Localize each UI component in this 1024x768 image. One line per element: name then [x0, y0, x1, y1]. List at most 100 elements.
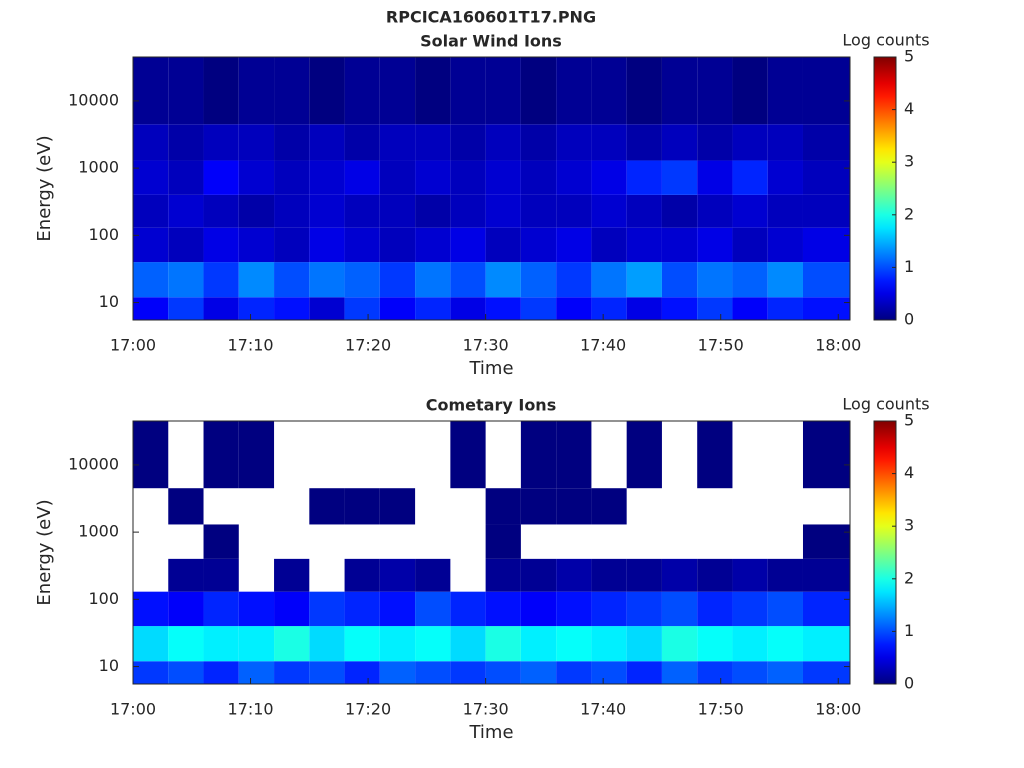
- cell: [168, 591, 204, 627]
- figure-title: RPCICA160601T17.PNG: [386, 8, 596, 27]
- x-tick-label: 17:40: [580, 336, 626, 355]
- cell: [379, 488, 416, 525]
- cell: [626, 194, 662, 228]
- cell: [309, 160, 345, 195]
- y-tick-label: 100: [88, 589, 119, 608]
- cell: [274, 558, 310, 592]
- cell: [309, 57, 345, 125]
- cell: [203, 591, 239, 627]
- x-tick-label: 17:00: [110, 336, 156, 355]
- x-tick-label: 17:40: [580, 700, 626, 719]
- cell: [309, 194, 345, 228]
- cell: [238, 57, 275, 125]
- cell: [556, 194, 592, 228]
- cell: [168, 558, 204, 592]
- cell: [415, 661, 451, 684]
- cell: [732, 124, 768, 161]
- x-tick-label: 17:20: [345, 700, 391, 719]
- cell: [626, 124, 662, 161]
- cell: [274, 160, 310, 195]
- cell: [767, 661, 803, 684]
- cell: [203, 661, 239, 684]
- cell: [732, 661, 768, 684]
- cell: [203, 160, 239, 195]
- cell: [450, 124, 486, 161]
- cell: [767, 57, 803, 125]
- cell: [379, 558, 416, 592]
- cell: [309, 661, 345, 684]
- cell: [732, 297, 768, 320]
- cell: [379, 661, 416, 684]
- cell: [697, 297, 733, 320]
- x-tick-label: 17:30: [463, 336, 509, 355]
- cell: [732, 160, 768, 195]
- cell: [556, 227, 592, 263]
- cell: [450, 160, 486, 195]
- cell: [485, 57, 521, 125]
- y-tick-label: 10: [99, 292, 119, 311]
- cell: [520, 194, 557, 228]
- cell: [591, 488, 627, 525]
- cell: [344, 661, 380, 684]
- panel-title: Solar Wind Ions: [420, 32, 562, 51]
- cell: [309, 227, 345, 263]
- cell: [591, 661, 627, 684]
- cell: [203, 626, 239, 662]
- cell: [485, 626, 521, 662]
- cell: [485, 262, 521, 298]
- cell: [168, 194, 204, 228]
- cell: [133, 227, 169, 263]
- cell: [697, 661, 733, 684]
- cell: [168, 488, 204, 525]
- colorbar-tick-label: 3: [904, 516, 914, 535]
- cell: [238, 661, 275, 684]
- cell: [591, 227, 627, 263]
- x-tick-label: 17:50: [698, 336, 744, 355]
- cell: [697, 626, 733, 662]
- colorbar-tick-label: 1: [904, 621, 914, 640]
- cell: [309, 297, 345, 320]
- cell: [344, 558, 380, 592]
- cell: [520, 227, 557, 263]
- cell: [309, 591, 345, 627]
- colorbar-tick-label: 5: [904, 47, 914, 66]
- cell: [450, 591, 486, 627]
- cell: [591, 160, 627, 195]
- cell: [238, 626, 275, 662]
- y-axis-label: Energy (eV): [34, 135, 55, 241]
- colorbar: [873, 56, 897, 321]
- cell: [661, 297, 698, 320]
- cell: [802, 661, 850, 684]
- cell: [556, 488, 592, 525]
- cell: [626, 297, 662, 320]
- x-tick-label: 17:00: [110, 700, 156, 719]
- cell: [133, 124, 169, 161]
- y-tick-label: 100: [88, 225, 119, 244]
- x-axis-label: Time: [468, 358, 513, 379]
- cell: [344, 488, 380, 525]
- cell: [344, 124, 380, 161]
- cell: [274, 591, 310, 627]
- cell: [238, 262, 275, 298]
- cell: [626, 421, 662, 489]
- cell: [415, 591, 451, 627]
- cell: [661, 227, 698, 263]
- cell: [802, 626, 850, 662]
- cell: [626, 262, 662, 298]
- cell: [697, 194, 733, 228]
- colorbar-tick-label: 2: [904, 568, 914, 587]
- cell: [450, 262, 486, 298]
- y-tick-label: 1000: [78, 522, 119, 541]
- cell: [556, 591, 592, 627]
- cell: [203, 194, 239, 228]
- cell: [379, 124, 416, 161]
- cell: [556, 160, 592, 195]
- plot-frame: [132, 420, 851, 685]
- cell: [626, 626, 662, 662]
- cell: [168, 124, 204, 161]
- cell: [238, 194, 275, 228]
- x-tick-label: 17:20: [345, 336, 391, 355]
- colorbar-tick-label: 5: [904, 411, 914, 430]
- x-tick-label: 17:50: [698, 700, 744, 719]
- colorbar-tick-label: 3: [904, 152, 914, 171]
